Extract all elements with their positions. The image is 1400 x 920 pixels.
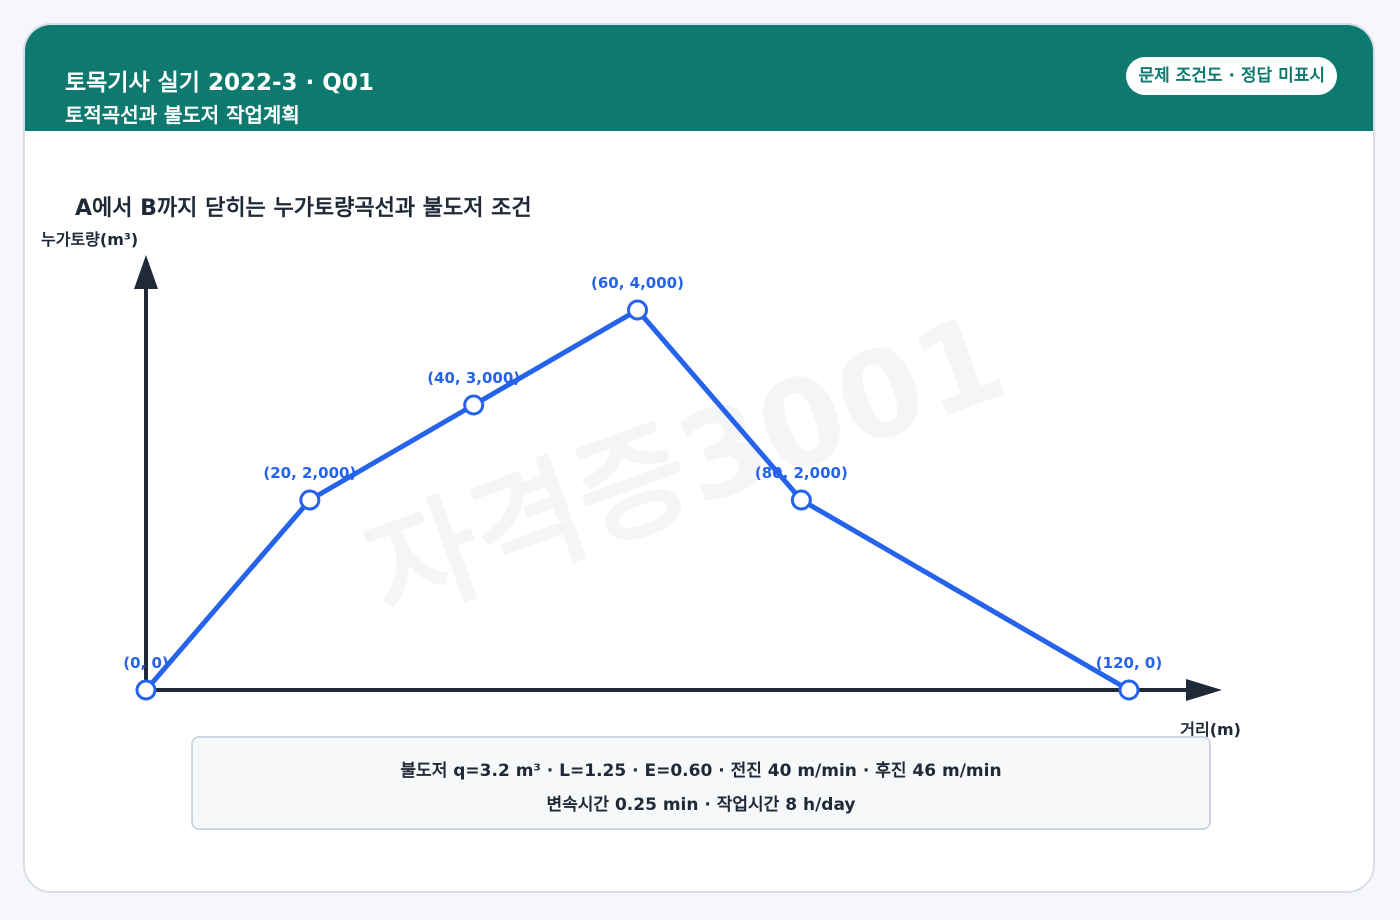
- page-title: 토목기사 실기 2022-3 · Q01: [65, 70, 374, 96]
- data-label: (0, 0): [123, 654, 169, 672]
- header-bar: 토목기사 실기 2022-3 · Q01 토적곡선과 불도저 작업계획 문제 조…: [25, 25, 1373, 131]
- x-axis-label: 거리(m): [1180, 720, 1241, 739]
- chart: 자격증3001 A에서 B까지 닫히는 누가토량곡선과 불도저 조건 누가토량(…: [41, 196, 1241, 739]
- axes: [134, 255, 1222, 701]
- y-axis-arrow: [134, 255, 158, 289]
- data-point: [627, 299, 648, 321]
- data-point: [135, 679, 157, 701]
- conditions-line-1: 불도저 q=3.2 m³ · L=1.25 · E=0.60 · 전진 40 m…: [400, 761, 1002, 781]
- status-badge: 문제 조건도 · 정답 미표시: [1126, 57, 1337, 95]
- data-label: (60, 4,000): [591, 274, 684, 292]
- card: 토목기사 실기 2022-3 · Q01 토적곡선과 불도저 작업계획 문제 조…: [23, 23, 1375, 893]
- chart-title: A에서 B까지 닫히는 누가토량곡선과 불도저 조건: [75, 196, 532, 221]
- data-label: (40, 3,000): [427, 369, 520, 387]
- y-axis-label: 누가토량(m³): [41, 230, 138, 249]
- data-point: [299, 489, 321, 511]
- data-label: (80, 2,000): [755, 464, 848, 482]
- page-subtitle: 토적곡선과 불도저 작업계획: [65, 103, 300, 127]
- data-point: [790, 489, 812, 511]
- series-group: (0, 0) (20, 2,000) (40, 3,000) (60, 4,000) (…: [123, 274, 1162, 701]
- conditions-line-2: 변속시간 0.25 min · 작업시간 8 h/day: [546, 795, 856, 815]
- series-line: [143, 307, 1132, 693]
- x-axis-arrow: [1186, 679, 1222, 701]
- data-label: (20, 2,000): [263, 464, 356, 482]
- watermark: 자격증3001: [350, 288, 1023, 646]
- data-point: [463, 394, 485, 416]
- conditions-box: 불도저 q=3.2 m³ · L=1.25 · E=0.60 · 전진 40 m…: [191, 736, 1211, 830]
- data-label: (120, 0): [1096, 654, 1162, 672]
- data-point: [1118, 679, 1140, 701]
